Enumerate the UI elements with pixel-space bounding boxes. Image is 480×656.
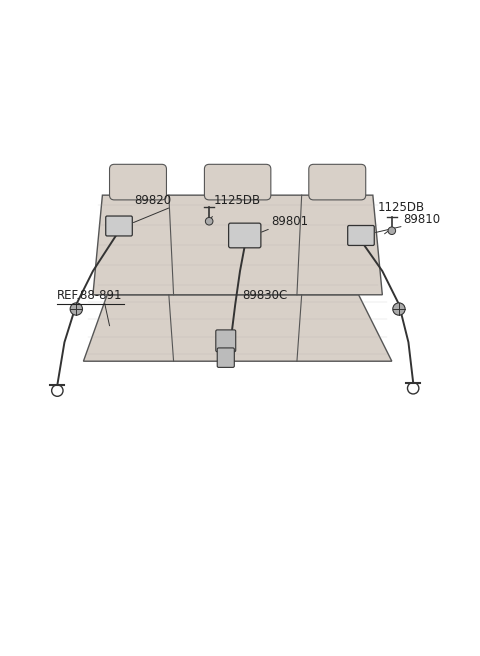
FancyBboxPatch shape xyxy=(204,164,271,200)
Circle shape xyxy=(70,303,83,315)
FancyBboxPatch shape xyxy=(216,330,236,352)
Polygon shape xyxy=(84,295,392,361)
FancyBboxPatch shape xyxy=(217,348,234,367)
Circle shape xyxy=(205,217,213,225)
Circle shape xyxy=(388,227,396,235)
Text: REF.88-891: REF.88-891 xyxy=(57,289,123,302)
Text: 1125DB: 1125DB xyxy=(378,201,425,214)
Polygon shape xyxy=(93,195,383,295)
Circle shape xyxy=(393,303,405,315)
Text: 1125DB: 1125DB xyxy=(214,194,261,207)
Text: 89810: 89810 xyxy=(404,213,441,226)
Text: 89801: 89801 xyxy=(271,215,308,228)
Text: 89820: 89820 xyxy=(134,194,171,207)
FancyBboxPatch shape xyxy=(106,216,132,236)
Text: 89830C: 89830C xyxy=(242,289,288,302)
FancyBboxPatch shape xyxy=(348,226,374,245)
FancyBboxPatch shape xyxy=(109,164,167,200)
FancyBboxPatch shape xyxy=(309,164,366,200)
FancyBboxPatch shape xyxy=(228,223,261,248)
